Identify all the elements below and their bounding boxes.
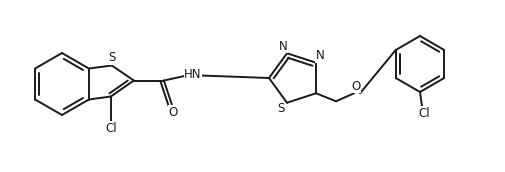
- Text: N: N: [278, 40, 287, 53]
- Text: O: O: [168, 106, 177, 119]
- Text: N: N: [315, 49, 324, 62]
- Text: HN: HN: [184, 68, 201, 81]
- Text: S: S: [108, 51, 115, 64]
- Text: S: S: [277, 102, 284, 115]
- Text: Cl: Cl: [417, 106, 429, 120]
- Text: O: O: [350, 80, 360, 93]
- Text: Cl: Cl: [105, 122, 117, 135]
